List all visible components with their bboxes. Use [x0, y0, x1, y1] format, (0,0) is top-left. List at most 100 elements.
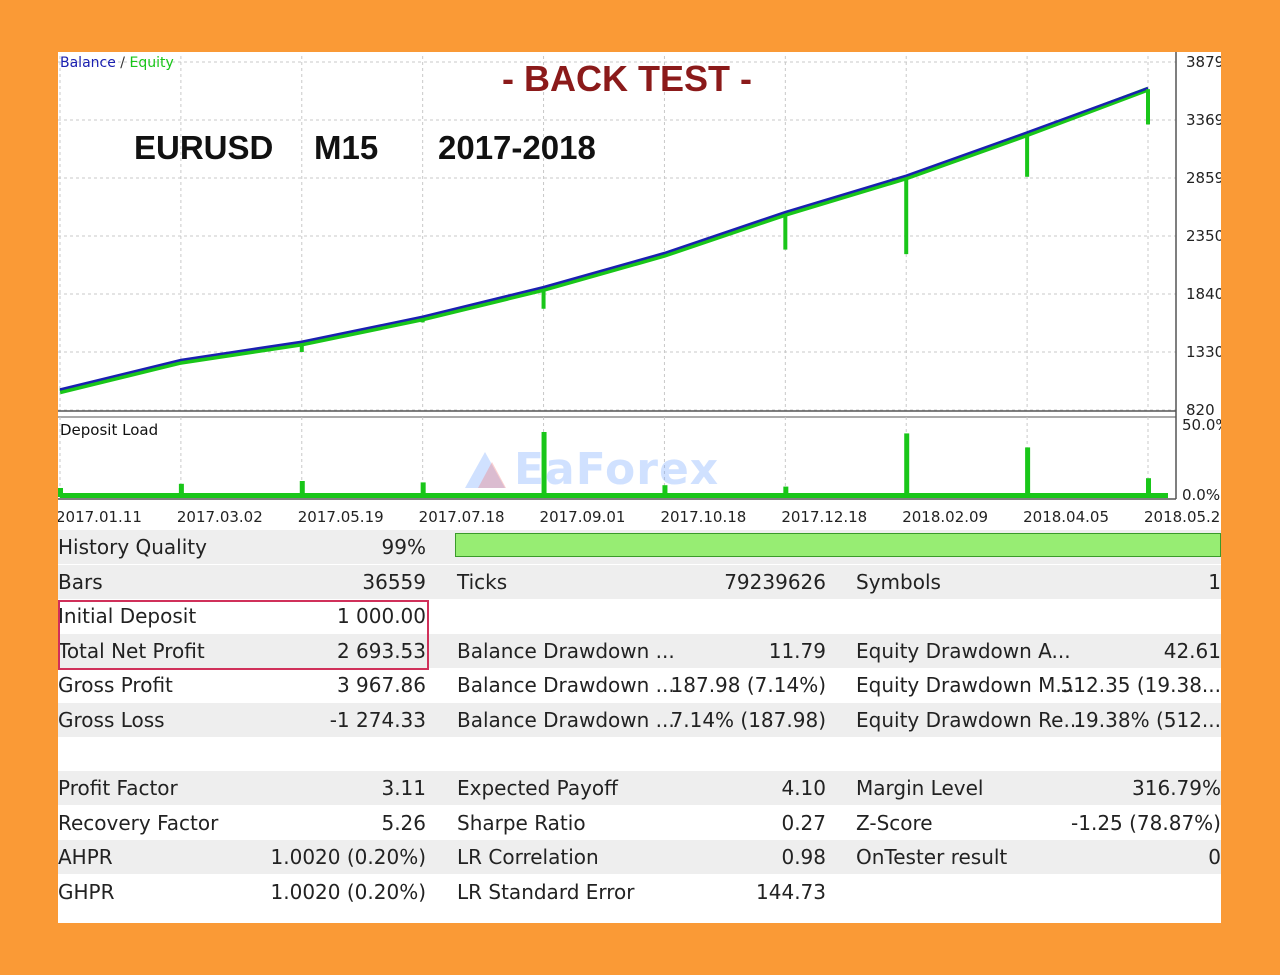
stat-value [658, 599, 826, 633]
stat-label: Equity Drawdown Re... [856, 707, 1083, 732]
x-tick-label: 2017.07.18 [419, 508, 505, 526]
stat-value [658, 737, 826, 771]
load-tick-label: 50.0% [1182, 416, 1221, 434]
stat-value: 79239626 [724, 570, 826, 594]
stat-label: OnTester result [856, 845, 1008, 870]
stats-row: Recovery Factor 5.26 Sharpe Ratio 0.27 Z-Sco… [58, 806, 1221, 840]
load-spike [178, 483, 184, 497]
stats-row: Bars 36559 Ticks 79239626 Symbols 1 [58, 565, 1221, 599]
stat-label: Total Net Profit [58, 638, 205, 663]
stat-label: Z-Score [856, 810, 933, 835]
stats-row: Gross Profit 3 967.86 Balance Drawdown ...… [58, 668, 1221, 702]
stat-value: 7.14% (187.98) [670, 707, 826, 732]
history-quality-bar [455, 533, 1221, 557]
legend-separator: / [115, 55, 130, 71]
stat-value: 144.73 [756, 879, 826, 904]
load-spike [541, 432, 547, 497]
load-spike [58, 488, 63, 497]
x-tick-label: 2018.04.05 [1023, 508, 1109, 526]
load-spike [783, 486, 789, 497]
stats-row: AHPR 1.0020 (0.20%) LR Correlation 0.98 OnTe… [58, 840, 1221, 875]
stat-label: Equity Drawdown M... [856, 673, 1075, 698]
deposit-profit-highlight [58, 600, 429, 670]
stat-label: Balance Drawdown ... [457, 638, 675, 663]
y-tick-label: 3369 [1186, 111, 1221, 129]
stat-value: 5.26 [381, 810, 426, 835]
stat-label: Gross Loss [58, 707, 165, 732]
stat-value: 512.35 (19.38... [1060, 673, 1221, 698]
y-tick-label: 820 [1186, 401, 1215, 419]
x-tick-label: 2017.12.18 [781, 508, 867, 526]
stat-value: 0 [1208, 845, 1221, 870]
stat-value: 42.61 [1163, 638, 1221, 663]
load-tick-label: 0.0% [1182, 486, 1220, 504]
stat-label: Initial Deposit [58, 604, 197, 629]
stat-value [1058, 737, 1221, 771]
stat-label: Equity Drawdown A... [856, 638, 1071, 663]
stat-label: LR Correlation [457, 845, 599, 870]
stat-value: 0.27 [781, 810, 826, 835]
x-tick-label: 2018.05.23 [1144, 508, 1221, 526]
stat-value: 0.98 [781, 845, 826, 870]
stats-row [58, 737, 1221, 771]
load-spike [904, 433, 910, 497]
equity-line [59, 86, 1149, 395]
stat-label: Margin Level [856, 776, 984, 801]
load-spike [662, 485, 668, 497]
load-spike [1025, 447, 1031, 497]
stat-label: GHPR [58, 879, 115, 904]
period-label: 2017-2018 [438, 129, 596, 166]
y-tick-label: 1330 [1186, 343, 1221, 361]
deposit-load-label: Deposit Load [60, 421, 159, 439]
stat-label: Bars [58, 570, 103, 594]
eaforex-logo-icon [465, 452, 506, 488]
stat-value: 187.98 (7.14%) [670, 673, 826, 698]
load-spike [420, 482, 426, 497]
stats-row: Gross Loss -1 274.33 Balance Drawdown ... 7… [58, 702, 1221, 737]
history-quality-label: History Quality [58, 535, 207, 559]
timeframe-label: M15 [314, 129, 379, 166]
stat-label: Sharpe Ratio [457, 810, 586, 835]
stat-value [258, 737, 426, 771]
x-tick-label: 2017.05.19 [298, 508, 384, 526]
stats-row: Total Net Profit 2 693.53 Balance Drawdown… [58, 633, 1221, 668]
stat-label: Profit Factor [58, 776, 178, 801]
stat-label: Symbols [856, 570, 941, 594]
x-tick-label: 2017.10.18 [660, 508, 746, 526]
stat-label: AHPR [58, 845, 113, 870]
stat-value: 36559 [362, 570, 426, 594]
stat-value: 3.11 [381, 776, 426, 801]
stat-value: 4.10 [781, 776, 826, 801]
stat-label: Gross Profit [58, 673, 173, 698]
y-tick-label: 2350 [1186, 227, 1221, 245]
legend-balance: Balance [60, 55, 116, 71]
stat-value: 11.79 [768, 638, 826, 663]
history-quality-value: 99% [381, 535, 426, 559]
stat-value [1058, 599, 1221, 633]
stat-label: Ticks [457, 570, 508, 594]
stat-label: Recovery Factor [58, 810, 219, 835]
legend-equity: Equity [129, 55, 174, 71]
stat-value: 316.79% [1132, 776, 1221, 801]
load-spike [1146, 478, 1151, 497]
load-baseline [60, 493, 1168, 498]
stat-value: 2 693.53 [336, 638, 426, 663]
backtest-title: - BACK TEST - [502, 58, 752, 99]
stats-row: Initial Deposit 1 000.00 [58, 599, 1221, 633]
stat-value: 1 [1208, 570, 1221, 594]
stat-value: 1 000.00 [336, 604, 426, 629]
y-tick-label: 3879 [1186, 53, 1221, 71]
stat-label: Expected Payoff [457, 776, 618, 801]
x-tick-label: 2017.01.11 [58, 508, 142, 526]
stat-label: Balance Drawdown ... [457, 707, 675, 732]
stat-value: 1.0020 (0.20%) [270, 879, 426, 904]
balance-line [59, 86, 1149, 391]
stats-row: GHPR 1.0020 (0.20%) LR Standard Error 144.7… [58, 875, 1221, 909]
y-tick-label: 1840 [1186, 285, 1221, 303]
stats-row: Profit Factor 3.11 Expected Payoff 4.10 Marg… [58, 771, 1221, 806]
stat-value: -1.25 (78.87%) [1071, 810, 1221, 835]
x-tick-label: 2018.02.09 [902, 508, 988, 526]
stat-value: 19.38% (512... [1073, 707, 1221, 732]
